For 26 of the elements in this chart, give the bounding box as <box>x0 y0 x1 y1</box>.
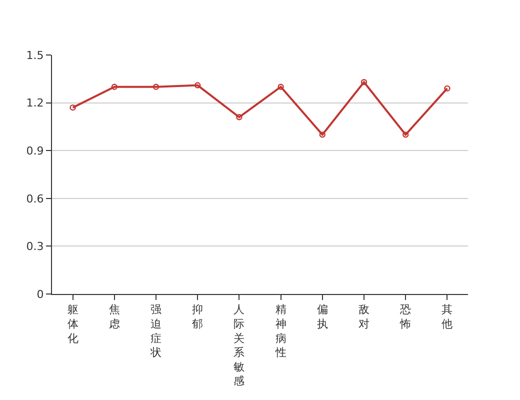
point <box>444 85 450 92</box>
point <box>360 78 368 86</box>
y-tick-label: 0.9 <box>26 144 44 158</box>
point <box>319 132 326 138</box>
x-tick-label: 其他 <box>442 303 453 330</box>
x-tick-label: 精神病性 <box>274 303 286 360</box>
x-tick-label: 躯体化 <box>67 303 78 345</box>
point <box>278 84 284 90</box>
x-tick-label: 人际关系敏感 <box>234 303 245 388</box>
x-tick-label: 焦虑 <box>108 303 120 330</box>
point <box>70 104 76 111</box>
point <box>111 84 118 90</box>
y-tick-label: 1.5 <box>26 48 44 62</box>
point <box>194 82 201 88</box>
x-tick-label: 偏执 <box>316 303 328 330</box>
point <box>152 84 160 90</box>
y-tick-label: 1.2 <box>26 96 44 110</box>
x-tick-label: 敌对 <box>358 303 370 330</box>
x-tick-label: 抑郁 <box>192 303 204 330</box>
y-tick-label: 0 <box>36 288 44 301</box>
x-tick-label: 恐怖 <box>399 303 412 330</box>
x-tick-label: 强迫症状 <box>150 303 162 360</box>
y-tick-label: 0.6 <box>26 192 44 206</box>
point <box>236 114 242 120</box>
y-tick-label: 0.3 <box>26 240 44 254</box>
point <box>402 132 409 138</box>
